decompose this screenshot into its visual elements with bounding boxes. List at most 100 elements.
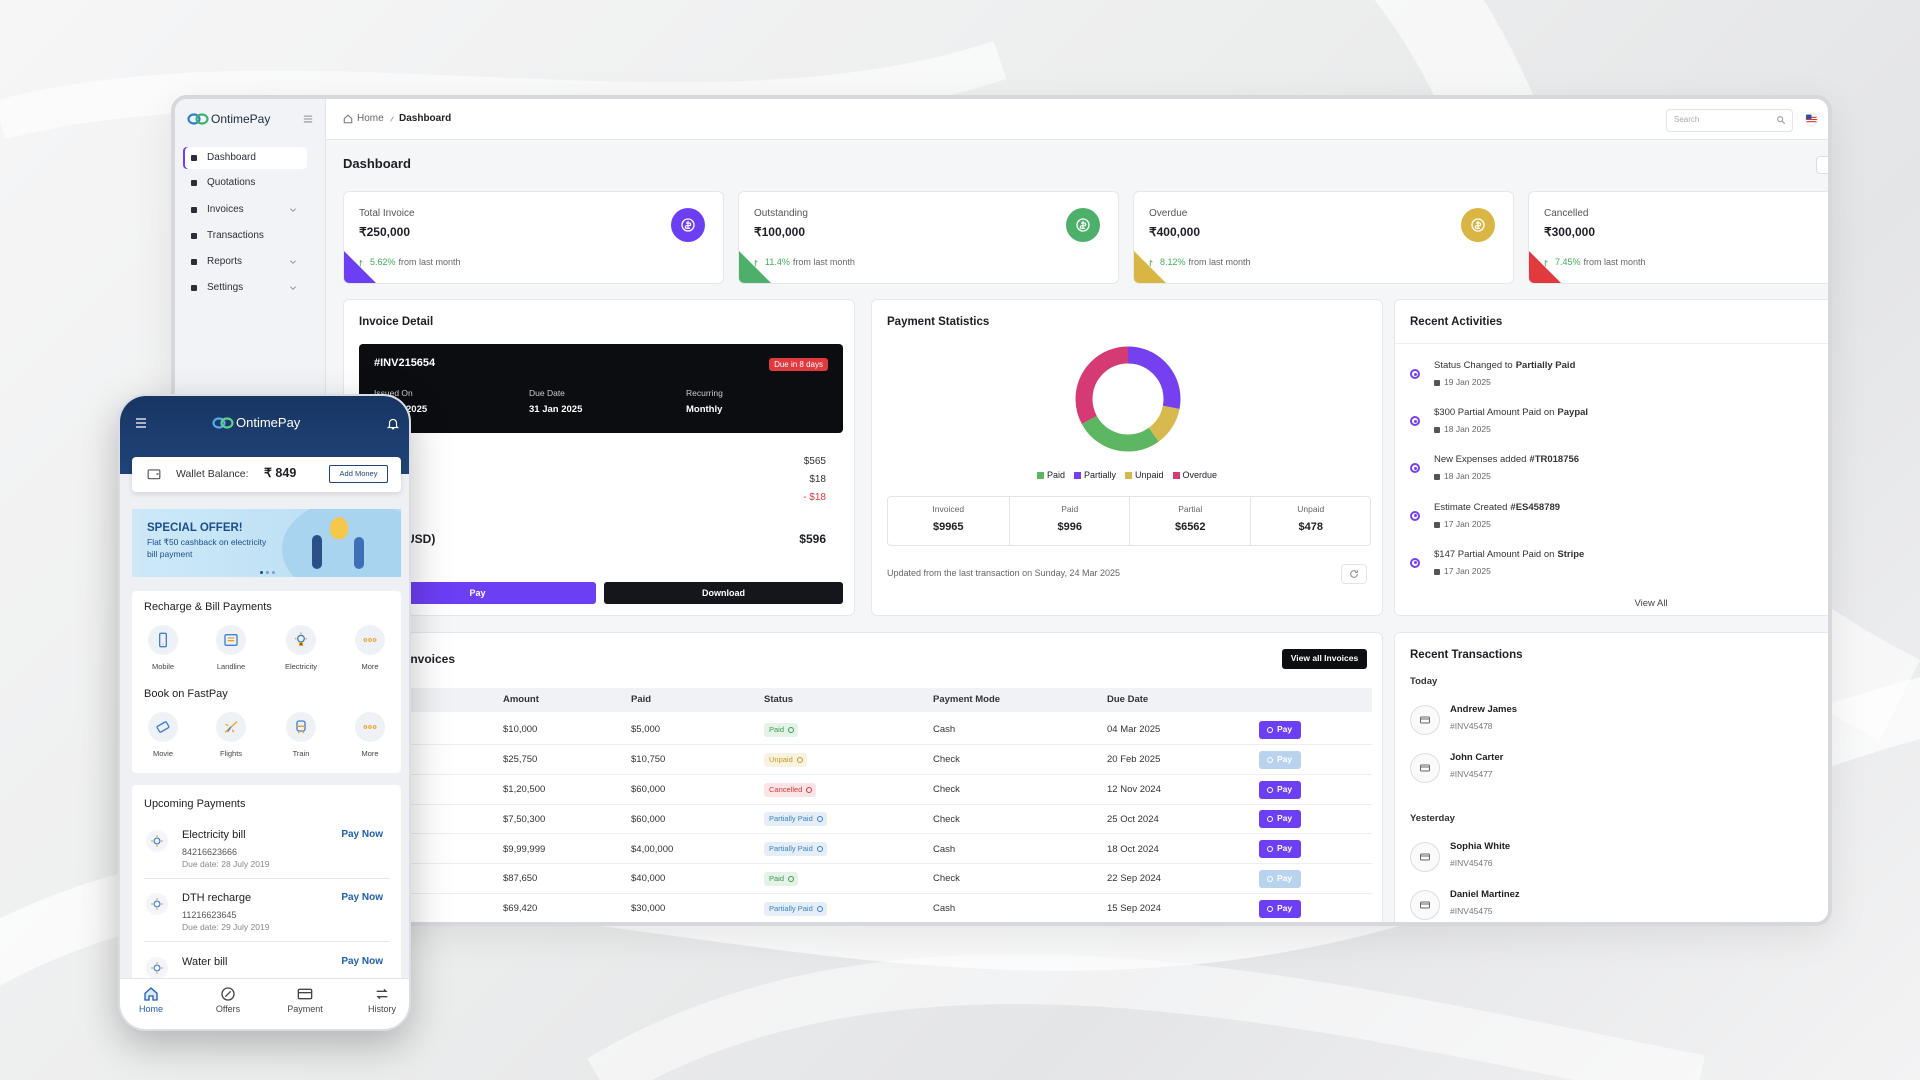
item-divider — [144, 941, 389, 942]
decoration — [390, 116, 394, 122]
payment-name: DTH recharge — [182, 892, 252, 905]
stat-value: ₹300,000 — [1544, 224, 1596, 239]
nav-item[interactable]: Settings — [183, 277, 307, 299]
column-header: Paid — [631, 694, 652, 706]
row-pay-button[interactable]: Pay — [1259, 721, 1301, 739]
breadcrumb-current: Dashboard — [399, 113, 452, 124]
refresh-button[interactable] — [1341, 564, 1367, 584]
decoration — [343, 114, 353, 124]
cell: $10,000 — [503, 724, 538, 736]
service-button[interactable] — [216, 712, 246, 742]
field-value: 2025 — [406, 404, 428, 416]
nav-item[interactable]: Quotations — [183, 172, 307, 194]
service-button[interactable] — [355, 625, 385, 655]
nav-tab[interactable]: Home — [121, 979, 181, 1029]
service-label: Flights — [219, 748, 243, 758]
pay-now-link[interactable]: Pay Now — [341, 892, 383, 903]
row-divider — [356, 744, 1372, 745]
status-pill: Paid — [764, 872, 799, 886]
transaction-invoice: #INV45475 — [1450, 906, 1493, 917]
status-pill: Partially Paid — [764, 812, 827, 827]
row-pay-button[interactable]: Pay — [1259, 780, 1301, 799]
decoration — [368, 638, 372, 642]
pay-now-link[interactable]: Pay Now — [341, 956, 383, 967]
status-text: Paid — [769, 874, 785, 883]
row-divider — [356, 803, 1372, 805]
stat-change: 11.4% from last month — [765, 256, 855, 269]
pay-now-link[interactable]: Pay Now — [341, 829, 383, 840]
decoration — [212, 417, 226, 429]
breadcrumb-item[interactable]: Home — [357, 113, 384, 124]
decoration — [1420, 764, 1430, 772]
change-percent: 7.45% — [1555, 257, 1581, 267]
button-label: Pay — [1277, 902, 1293, 913]
activity-dot — [1410, 463, 1420, 474]
decoration — [162, 643, 164, 645]
row-pay-button[interactable]: Pay — [1259, 840, 1301, 859]
stat-card: Overdue ₹400,000 8.12% from last month — [1133, 191, 1514, 284]
row-pay-button[interactable]: Pay — [1259, 750, 1301, 769]
decoration — [136, 418, 146, 428]
activity-description: Status Changed to — [1434, 360, 1513, 371]
nav-label: Dashboard — [207, 152, 256, 163]
download-button[interactable]: Download — [604, 582, 843, 604]
view-all-link[interactable]: View All — [1634, 598, 1668, 610]
field-value: 31 Jan 2025 — [529, 404, 583, 416]
trend-icon — [1149, 259, 1153, 267]
view-all-invoices-button[interactable]: View all Invoices — [1282, 649, 1367, 669]
activity-description: Estimate Created — [1434, 501, 1508, 513]
recent-transactions-panel: Recent Transactions Today Andrew James #INV… — [1394, 632, 1828, 922]
row-pay-button[interactable]: Pay — [1259, 810, 1301, 829]
status-text: Paid — [769, 725, 785, 734]
nav-tab-icon — [221, 987, 235, 1001]
search-box[interactable]: Search — [1666, 109, 1793, 132]
transaction-name: Daniel Martinez — [1450, 889, 1520, 901]
decoration — [1529, 251, 1561, 283]
activity-dot-core — [1413, 514, 1417, 518]
nav-label: Transactions — [207, 230, 264, 241]
panel-title: Invoice Detail — [359, 315, 434, 328]
add-money-button[interactable]: Add Money — [329, 465, 388, 483]
stat-label: Outstanding — [754, 208, 808, 219]
pay-button[interactable]: Pay — [359, 582, 596, 604]
cell: $9,99,999 — [503, 843, 546, 855]
nav-item[interactable]: Reports — [183, 251, 307, 273]
cell: 15 Sep 2024 — [1107, 903, 1161, 915]
service-button[interactable] — [148, 625, 178, 655]
decoration — [153, 964, 161, 972]
settings-button[interactable] — [1816, 156, 1828, 174]
decoration — [363, 638, 368, 642]
donut-segment — [1075, 346, 1181, 452]
row-pay-button[interactable]: Pay — [1259, 899, 1301, 918]
activity-dot — [1410, 416, 1420, 427]
language-flag — [1805, 113, 1818, 126]
nav-item[interactable]: Transactions — [183, 225, 307, 247]
service-label: Landline — [216, 661, 246, 671]
status-pill: Cancelled — [764, 782, 817, 797]
nav-item[interactable]: Dashboard — [183, 147, 307, 169]
nav-item[interactable]: Invoices — [183, 199, 307, 221]
nav-tab[interactable]: History — [352, 979, 409, 1029]
decoration — [1149, 259, 1153, 267]
legend-swatch — [1073, 471, 1081, 479]
service-button[interactable] — [355, 712, 385, 742]
service-button[interactable] — [286, 712, 316, 742]
decoration — [363, 725, 368, 729]
status-text: Partially Paid — [769, 844, 813, 854]
stat-icon — [671, 208, 705, 242]
service-button[interactable] — [286, 625, 316, 655]
service-button[interactable] — [216, 625, 246, 655]
nav-tab[interactable]: Payment — [275, 979, 335, 1029]
sidebar-toggle — [303, 115, 313, 123]
row-pay-button[interactable]: Pay — [1259, 870, 1301, 888]
page-title: Dashboard — [343, 155, 411, 171]
stat-card: Outstanding ₹100,000 11.4% from last month — [738, 191, 1119, 284]
nav-tab[interactable]: Offers — [198, 979, 258, 1029]
decoration — [1134, 251, 1166, 283]
activity-dot-core — [1413, 466, 1417, 470]
banner-bulb — [330, 517, 348, 539]
payment-glyph — [151, 962, 163, 974]
stat-change: 8.12% from last month — [1160, 256, 1251, 269]
service-button[interactable] — [148, 712, 178, 742]
cell: 18 Oct 2024 — [1107, 843, 1159, 855]
